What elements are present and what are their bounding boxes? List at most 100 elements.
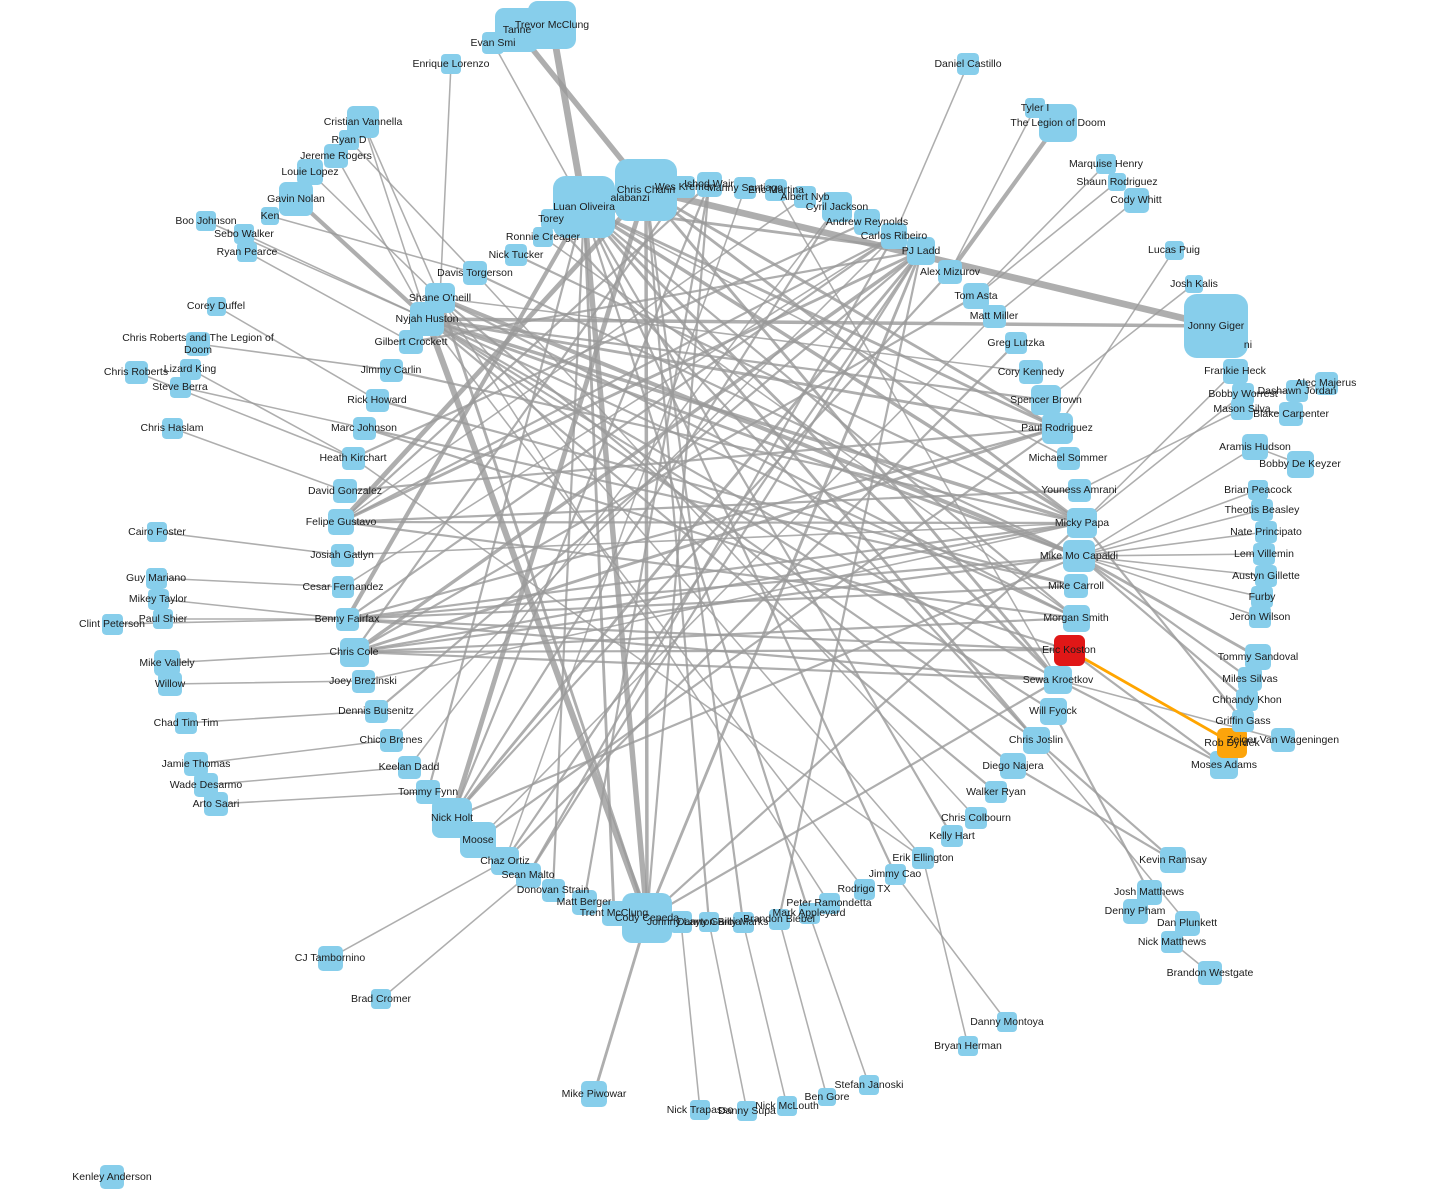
node-tyler-i[interactable]: [1025, 98, 1045, 118]
node-ishod-wair[interactable]: [696, 171, 722, 197]
node-bobby-de-keyzer[interactable]: [1286, 450, 1314, 478]
node-the-legion-of-doom[interactable]: [1039, 104, 1077, 142]
node-clint-peterson[interactable]: [101, 613, 123, 635]
node-jimmy-carlin[interactable]: [379, 358, 403, 382]
node-ben-gore[interactable]: [818, 1088, 836, 1106]
node-chico-brenes[interactable]: [379, 728, 403, 752]
node-cj-tambornino[interactable]: [317, 945, 343, 971]
node-david-gonzalez[interactable]: [333, 479, 357, 503]
node-shane-o-neill[interactable]: [425, 283, 455, 313]
node-lem-villemin[interactable]: [1253, 543, 1275, 565]
node-nick-matthews[interactable]: [1161, 931, 1183, 953]
node-diego-najera[interactable]: [1000, 753, 1026, 779]
node-enrique-lorenzo[interactable]: [441, 54, 461, 74]
node-ken[interactable]: [261, 207, 279, 225]
node-youness-amrani[interactable]: [1067, 478, 1091, 502]
node-wes-kremer[interactable]: [673, 176, 695, 198]
node-brad-cromer[interactable]: [371, 989, 391, 1009]
node-marc-johnson[interactable]: [352, 416, 376, 440]
node-bryan-herman[interactable]: [958, 1036, 978, 1056]
node-peter-ramondetta[interactable]: [818, 892, 840, 914]
node-jeron-wilson[interactable]: [1249, 606, 1271, 628]
node-kenley-anderson[interactable]: [100, 1165, 124, 1189]
node-zeiger-van-wageningen[interactable]: [1271, 728, 1295, 752]
node-nick-mclouth[interactable]: [777, 1096, 797, 1116]
node-josiah-gatlyn[interactable]: [330, 543, 354, 567]
node-albert-nyb[interactable]: [794, 186, 816, 208]
node-arto-saari[interactable]: [204, 792, 228, 816]
node-benny-fairfax[interactable]: [335, 607, 359, 631]
node-micky-papa[interactable]: [1067, 508, 1097, 538]
node-marquise-henry[interactable]: [1096, 154, 1116, 174]
node-erik-ellington[interactable]: [912, 847, 934, 869]
node-chris-joslin[interactable]: [1022, 726, 1050, 754]
node-gavin-nolan[interactable]: [279, 182, 313, 216]
node-cody-whitt[interactable]: [1123, 187, 1149, 213]
node-blake-carpenter[interactable]: [1279, 402, 1303, 426]
node-danny-supa[interactable]: [737, 1101, 757, 1121]
node-sebo-walker[interactable]: [234, 224, 254, 244]
node-bobby-worrest[interactable]: [1232, 383, 1254, 405]
node-chris-roberts-and-the-legion-of-doom[interactable]: [186, 332, 210, 356]
node-pj-ladd[interactable]: [907, 237, 935, 265]
node-ryan-pearce[interactable]: [237, 242, 257, 262]
node-johnny-layton[interactable]: [670, 911, 692, 933]
node-miles-silvas[interactable]: [1238, 667, 1262, 691]
node-cody-cepeda[interactable]: [622, 893, 672, 943]
node-boo-johnson[interactable]: [196, 211, 216, 231]
node-chad-tim-tim[interactable]: [175, 712, 197, 734]
node-sean-malto[interactable]: [515, 862, 541, 888]
node-greg-lutzka[interactable]: [1005, 332, 1027, 354]
node-davis-torgerson[interactable]: [463, 261, 487, 285]
node-cairo-foster[interactable]: [147, 522, 167, 542]
node-carlos-ribeiro[interactable]: [881, 223, 907, 249]
node-danny-garcia[interactable]: [699, 912, 719, 932]
node-joey-brezinski[interactable]: [351, 669, 375, 693]
node-manny-santiago[interactable]: [734, 177, 756, 199]
node-evan-smi[interactable]: [482, 32, 504, 54]
node-felipe-gustavo[interactable]: [328, 509, 354, 535]
node-brian-peacock[interactable]: [1248, 480, 1268, 500]
node-will-fyock[interactable]: [1039, 697, 1067, 725]
node-denny-pham[interactable]: [1122, 898, 1148, 924]
node-alec-majerus[interactable]: [1314, 371, 1338, 395]
node-chris-colbourn[interactable]: [965, 807, 987, 829]
node-stefan-janoski[interactable]: [859, 1075, 879, 1095]
node-nick-holt[interactable]: [432, 798, 472, 838]
node-shaun-rodriguez[interactable]: [1108, 173, 1126, 191]
node-mike-vallely[interactable]: [154, 650, 180, 676]
node-nate-principato[interactable]: [1255, 521, 1277, 543]
node-steve-berra[interactable]: [169, 376, 191, 398]
node-trent-mcclung[interactable]: [601, 900, 627, 926]
node-frankie-heck[interactable]: [1222, 358, 1248, 384]
node-eric-martina[interactable]: [765, 179, 787, 201]
node-jereme-rogers[interactable]: [324, 144, 348, 168]
node-donovan-strain[interactable]: [541, 878, 565, 902]
node-jonny-giger[interactable]: [1184, 294, 1248, 358]
node-morgan-smith[interactable]: [1062, 604, 1090, 632]
node-sewa-kroetkov[interactable]: [1044, 666, 1072, 694]
node-cesar-fernandez[interactable]: [332, 576, 354, 598]
node-rob-dyrdek[interactable]: [1217, 728, 1247, 758]
node-josh-kalis[interactable]: [1185, 275, 1203, 293]
node-danny-montoya[interactable]: [997, 1012, 1017, 1032]
node-chris-cole[interactable]: [339, 637, 369, 667]
node-eric-koston[interactable]: [1053, 634, 1085, 666]
node-matt-berger[interactable]: [571, 889, 597, 915]
node-rodrigo-tx[interactable]: [853, 878, 875, 900]
node-alex-mizurov[interactable]: [938, 260, 962, 284]
node-mike-carroll[interactable]: [1064, 574, 1088, 598]
node-jimmy-cao[interactable]: [884, 863, 906, 885]
node-brandon-westgate[interactable]: [1198, 961, 1222, 985]
node-dashawn-jordan[interactable]: [1286, 380, 1308, 402]
node-chris-haslam[interactable]: [161, 417, 183, 439]
node-furby[interactable]: [1251, 586, 1273, 608]
node-ronnie-creager[interactable]: [533, 227, 553, 247]
node-daniel-castillo[interactable]: [957, 53, 979, 75]
node-dennis-busenitz[interactable]: [364, 699, 388, 723]
node-heath-kirchart[interactable]: [341, 446, 365, 470]
node-guy-mariano[interactable]: [145, 567, 167, 589]
node-cory-kennedy[interactable]: [1019, 360, 1043, 384]
node-tommy-fynn[interactable]: [416, 780, 440, 804]
